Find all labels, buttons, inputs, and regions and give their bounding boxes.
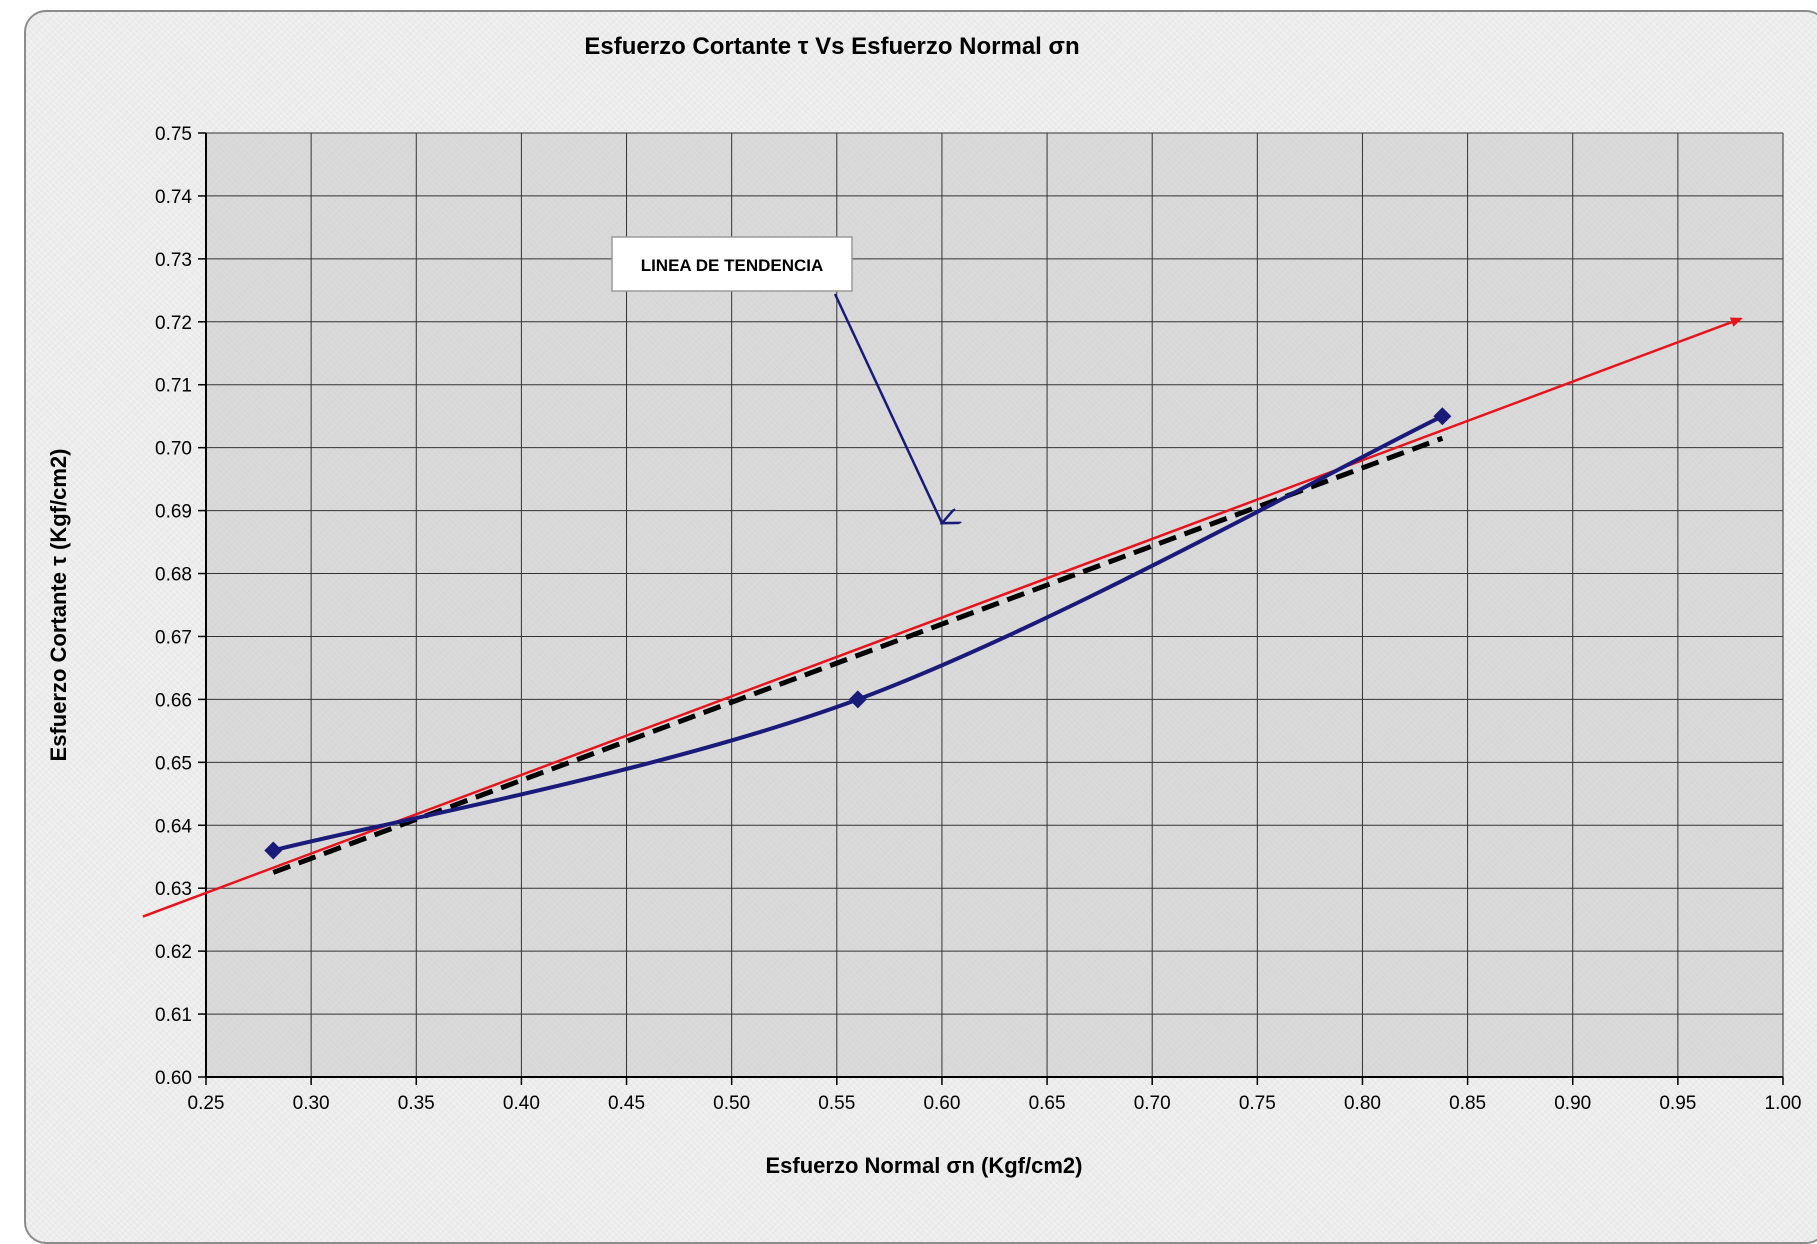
- y-tick-label: 0.61: [155, 1005, 192, 1026]
- x-tick-label: 0.30: [293, 1093, 330, 1114]
- chart-title: Esfuerzo Cortante τ Vs Esfuerzo Normal σ…: [584, 33, 1079, 60]
- x-tick-label: 0.60: [923, 1093, 960, 1114]
- x-tick-label: 0.25: [188, 1093, 225, 1114]
- y-tick-label: 0.63: [155, 879, 192, 900]
- y-tick-label: 0.71: [155, 376, 192, 397]
- series-red-line: [142, 317, 1743, 918]
- series-layer: [142, 317, 1743, 918]
- y-tick-label: 0.67: [155, 627, 192, 648]
- series-dashed-trend-line: [272, 435, 1444, 875]
- y-tick-label: 0.70: [155, 439, 192, 460]
- x-tick-label: 0.65: [1029, 1093, 1066, 1114]
- y-tick-label: 0.66: [155, 690, 192, 711]
- y-tick-label: 0.74: [155, 187, 192, 208]
- y-tick-label: 0.65: [155, 753, 192, 774]
- x-tick-label: 0.40: [503, 1093, 540, 1114]
- y-tick-label: 0.73: [155, 250, 192, 271]
- x-tick-label: 0.35: [398, 1093, 435, 1114]
- y-axis-label: Esfuerzo Cortante τ (Kgf/cm2): [46, 449, 71, 762]
- x-axis-ticks: 0.25 0.30 0.35 0.40 0.45 0.50 0.55 0.60 0.65 0.70…: [188, 1077, 1802, 1114]
- y-tick-label: 0.75: [155, 124, 192, 145]
- x-tick-label: 0.45: [608, 1093, 645, 1114]
- grid: [205, 132, 1784, 1078]
- x-tick-label: 0.70: [1134, 1093, 1171, 1114]
- annotation-text: LINEA DE TENDENCIA: [641, 256, 824, 275]
- annotation-box: [611, 236, 853, 292]
- y-axis-ticks: 0.60 0.61 0.62 0.63 0.64 0.65 0.66 0.67 0.68 0.69…: [155, 124, 206, 1089]
- x-tick-label: 1.00: [1765, 1093, 1802, 1114]
- x-tick-label: 0.55: [818, 1093, 855, 1114]
- y-tick-label: 0.62: [155, 942, 192, 963]
- y-tick-label: 0.69: [155, 502, 192, 523]
- y-tick-label: 0.60: [155, 1068, 192, 1089]
- x-tick-label: 0.85: [1449, 1093, 1486, 1114]
- data-point-marker: [264, 841, 283, 860]
- y-tick-label: 0.68: [155, 565, 192, 586]
- annotation: LINEA DE TENDENCIA: [611, 236, 942, 523]
- data-point-marker: [1433, 407, 1452, 426]
- x-tick-label: 0.50: [713, 1093, 750, 1114]
- x-tick-label: 0.95: [1659, 1093, 1696, 1114]
- annotation-arrow: [833, 293, 942, 523]
- y-tick-label: 0.64: [155, 816, 192, 837]
- chart: Esfuerzo Cortante τ Vs Esfuerzo Normal σ…: [46, 33, 1802, 1178]
- x-tick-label: 0.75: [1239, 1093, 1276, 1114]
- x-axis-label: Esfuerzo Normal σn (Kgf/cm2): [766, 1153, 1083, 1178]
- x-tick-label: 0.80: [1344, 1093, 1381, 1114]
- data-point-marker: [848, 690, 867, 709]
- y-tick-label: 0.72: [155, 313, 192, 334]
- x-tick-label: 0.90: [1554, 1093, 1591, 1114]
